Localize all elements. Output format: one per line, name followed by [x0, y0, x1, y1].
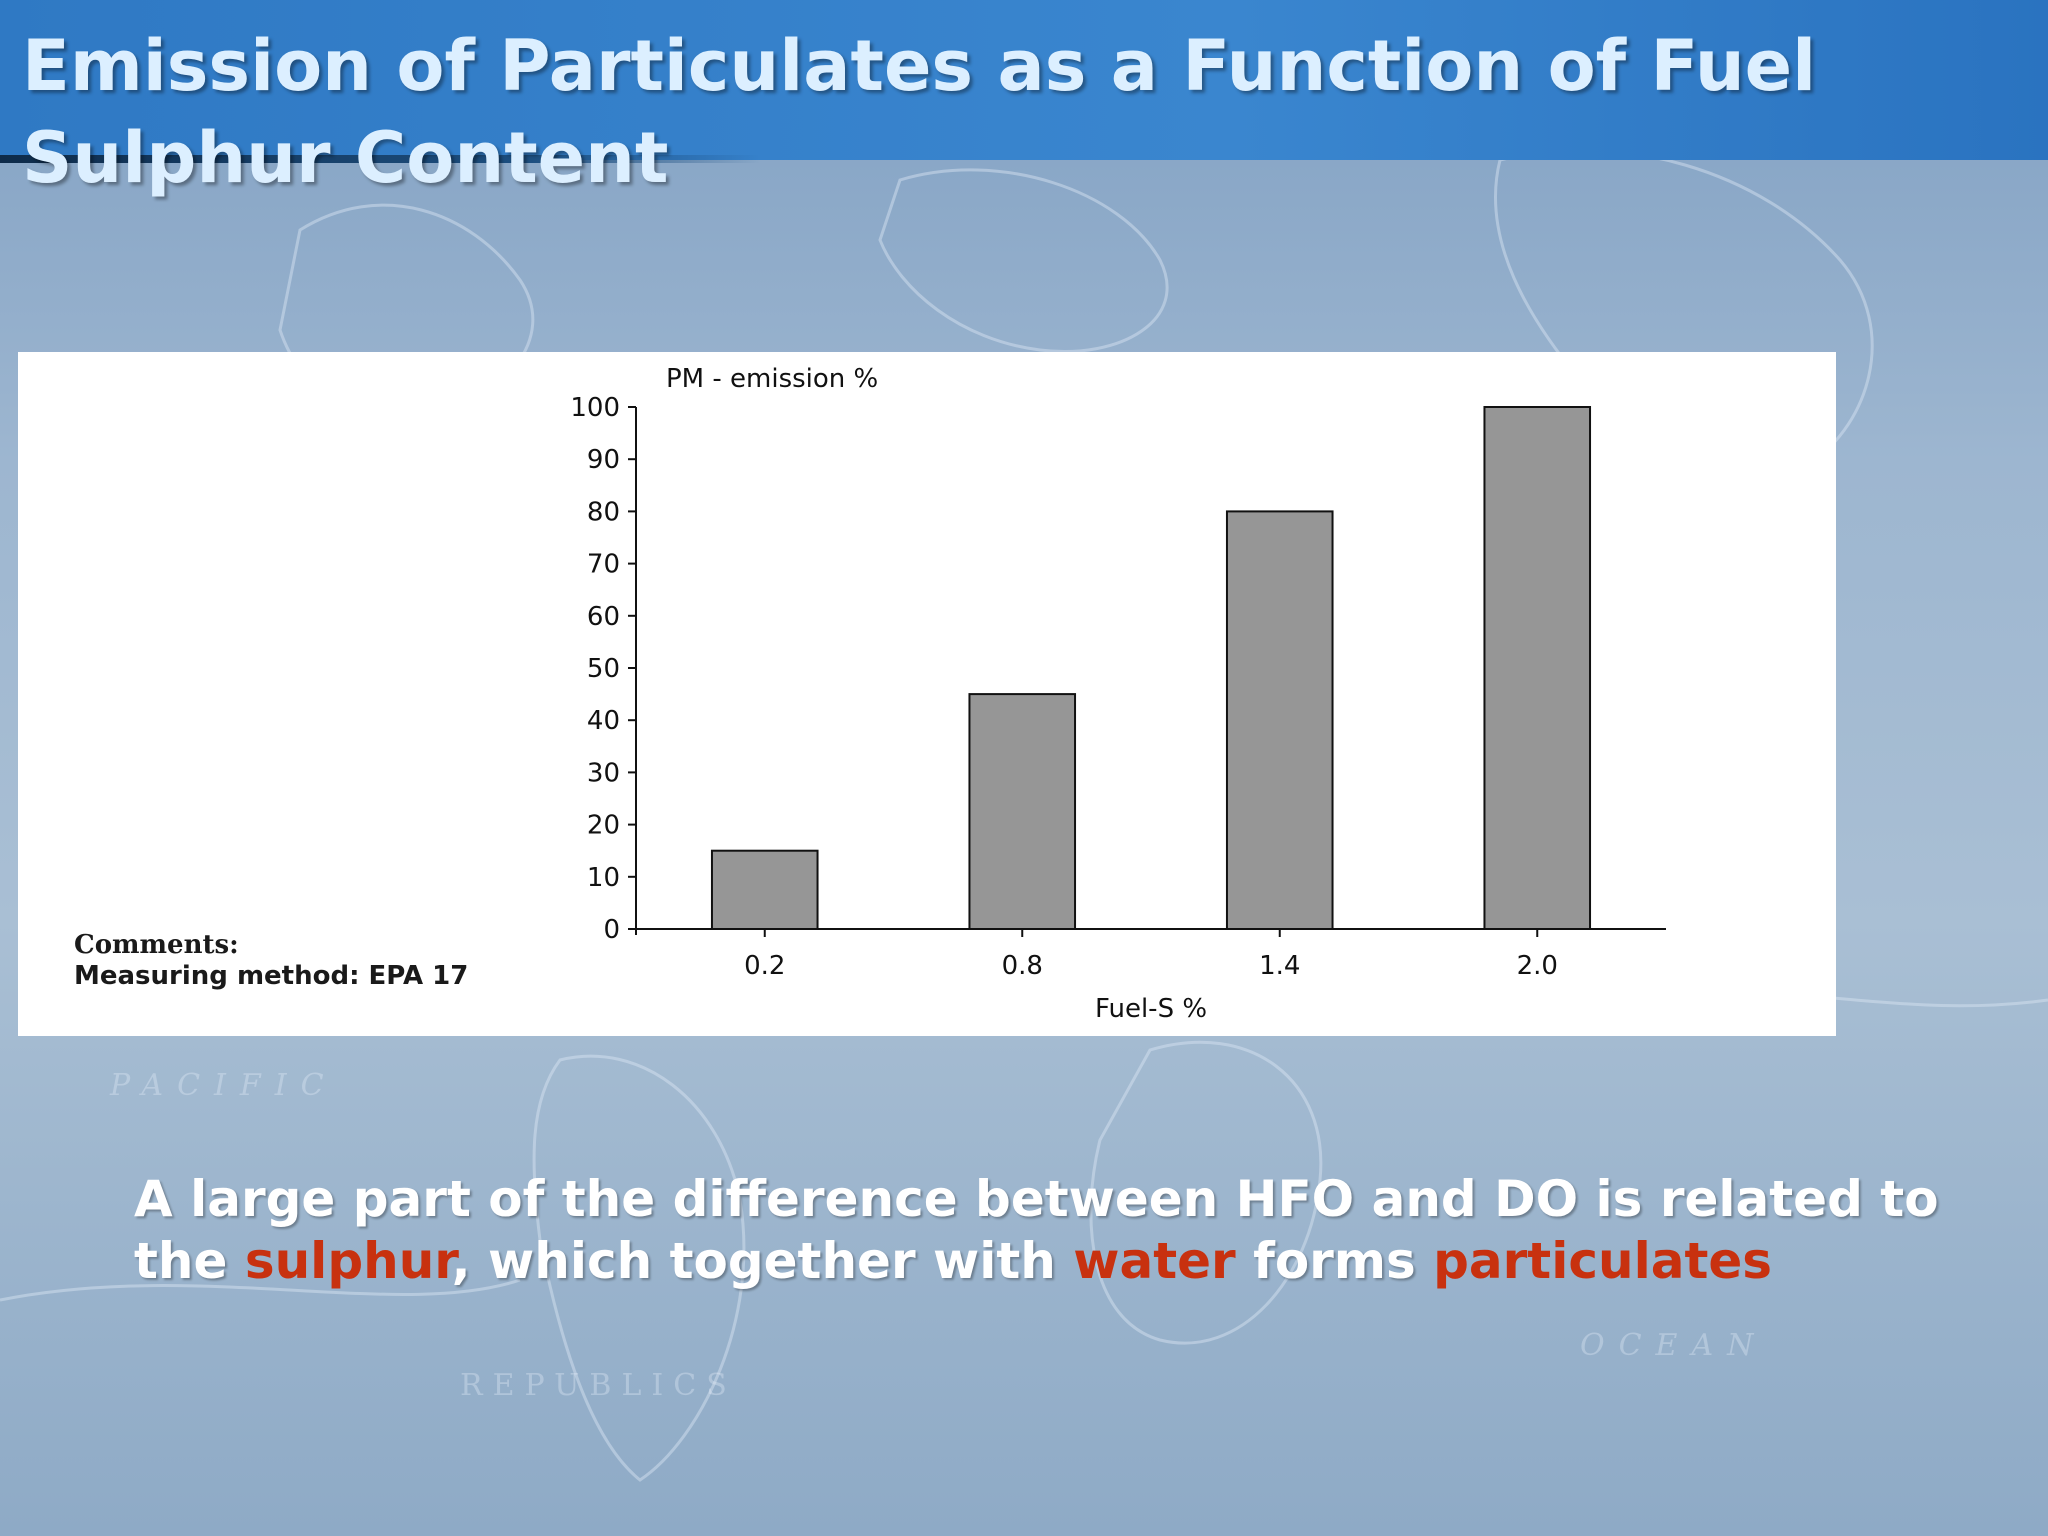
caption-highlight-particulates: particulates: [1433, 1232, 1773, 1290]
comments-block: Comments: Measuring method: EPA 17: [74, 930, 614, 992]
x-tick-label: 2.0: [1517, 951, 1558, 981]
bar-0.8: [968, 693, 1077, 930]
y-axis-label: PM - emission %: [666, 364, 878, 394]
y-tick-label: 20: [587, 811, 620, 841]
caption-highlight-water: water: [1073, 1232, 1236, 1290]
caption-highlight-sulphur: sulphur: [244, 1232, 452, 1290]
caption-text-3: forms: [1235, 1232, 1434, 1290]
slide-caption: A large part of the difference between H…: [134, 1168, 1984, 1292]
slide-title: Emission of Particulates as a Function o…: [22, 25, 1817, 199]
chart-panel: PM - emission % 0 10 20 30 40 50 60 70 80 90 100 0.2…: [18, 352, 1836, 1036]
y-tick-label: 0: [603, 915, 620, 945]
caption-text-2: , which together with: [451, 1232, 1074, 1290]
map-label-ocean: OCEAN: [1580, 1328, 1767, 1363]
y-tick-label: 80: [587, 497, 620, 527]
map-label-republics: REPUBLICS: [460, 1368, 737, 1403]
y-tick-label: 100: [570, 393, 620, 423]
map-label-pacific: PACIFIC: [109, 1068, 338, 1103]
header-divider: [0, 155, 760, 163]
bar-2.0: [1483, 406, 1592, 930]
y-tick-label: 60: [587, 602, 620, 632]
x-tick-label: 1.4: [1259, 951, 1300, 981]
bar-1.4: [1225, 510, 1334, 930]
caption-text-1: A large part of the difference between H…: [134, 1170, 1939, 1290]
y-tick-label: 90: [587, 445, 620, 475]
measuring-method: Measuring method: EPA 17: [74, 961, 469, 991]
header-band: [0, 0, 2048, 160]
x-axis-label: Fuel-S %: [1095, 994, 1207, 1024]
y-tick-label: 10: [587, 863, 620, 893]
y-tick-label: 50: [587, 654, 620, 684]
bar-0.2: [710, 849, 819, 931]
bar-chart: PM - emission % 0 10 20 30 40 50 60 70 80 90 100 0.2…: [570, 364, 1666, 1024]
x-tick-label: 0.2: [744, 951, 785, 981]
y-tick-label: 70: [587, 550, 620, 580]
y-tick-label: 30: [587, 758, 620, 788]
x-tick-label: 0.8: [1002, 951, 1043, 981]
comments-label: Comments:: [74, 930, 239, 960]
y-tick-label: 40: [587, 706, 620, 736]
